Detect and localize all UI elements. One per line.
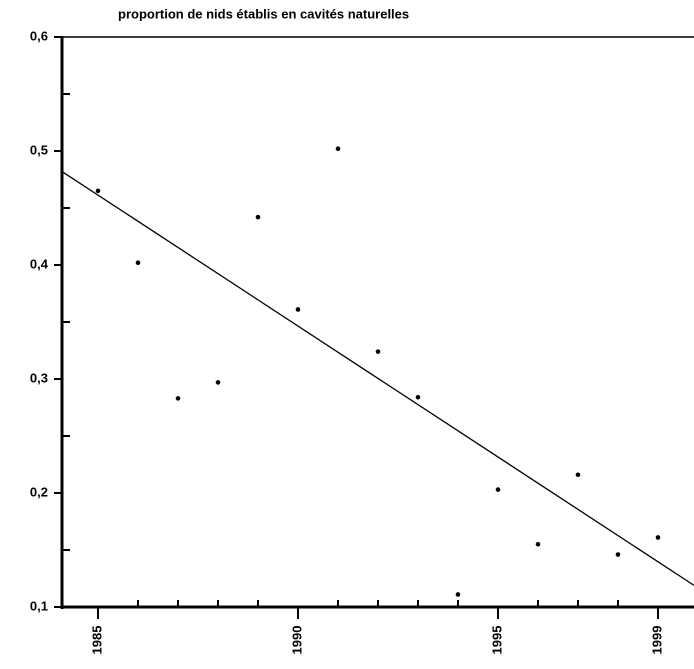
- y-tick-label: 0,5: [30, 142, 48, 157]
- point: [535, 542, 541, 547]
- point: [295, 307, 301, 312]
- chart-title: proportion de nids établis en cavités na…: [118, 6, 409, 21]
- point: [255, 214, 261, 220]
- x-tick-label: 1990: [289, 626, 304, 655]
- point: [375, 349, 381, 354]
- point: [175, 396, 181, 401]
- point: [655, 535, 661, 540]
- x-tick-label: 1985: [89, 626, 104, 655]
- y-tick-label: 0,6: [30, 28, 48, 43]
- point: [415, 394, 421, 400]
- point: [95, 188, 101, 194]
- y-tick-label: 0,2: [30, 484, 48, 499]
- x-tick-label: 1999: [649, 626, 664, 655]
- point: [615, 552, 621, 557]
- point: [215, 380, 221, 385]
- trend-line: [61, 170, 694, 586]
- point: [495, 487, 501, 492]
- point: [455, 592, 461, 597]
- x-tick-label: 1995: [489, 626, 504, 655]
- point: [335, 146, 341, 152]
- point: [575, 472, 581, 478]
- y-tick-label: 0,4: [30, 256, 49, 271]
- point: [135, 260, 141, 266]
- y-tick-label: 0,3: [30, 370, 48, 385]
- y-tick-label: 0,1: [30, 598, 48, 613]
